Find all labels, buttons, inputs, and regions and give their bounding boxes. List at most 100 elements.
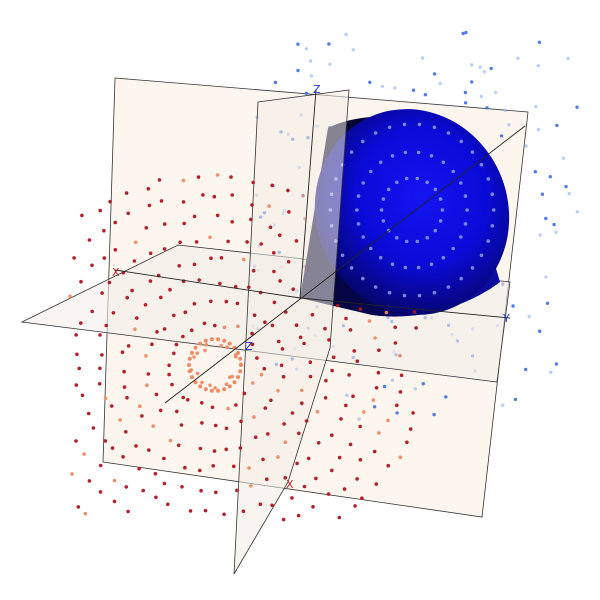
cone-ring-point	[459, 181, 463, 185]
cloud-point-red	[200, 380, 204, 385]
cone-ring-point	[395, 235, 399, 240]
cloud-point-red	[168, 438, 173, 443]
cone-ring-point	[440, 208, 445, 212]
cone-ring-point	[361, 181, 366, 185]
cloud-point-blue	[393, 86, 397, 90]
cloud-point-red	[263, 320, 267, 325]
cone-ring-point	[433, 228, 438, 233]
cloud-point-red	[245, 240, 249, 244]
cloud-point-red	[208, 235, 212, 240]
cloud-point-blue	[470, 80, 474, 84]
cloud-point-red	[143, 303, 148, 307]
cloud-point-red	[252, 415, 256, 419]
cone-ring-point	[429, 154, 434, 158]
cloud-point-red	[209, 256, 213, 261]
cloud-point-red	[308, 374, 313, 379]
cloud-point-red	[200, 401, 204, 405]
cloud-point-salmon	[203, 387, 208, 392]
cloud-point-red	[374, 386, 379, 390]
cloud-point-red	[287, 210, 291, 214]
cloud-point-salmon	[222, 338, 227, 343]
cloud-point-red	[87, 238, 92, 242]
cloud-point-red	[298, 335, 303, 340]
cloud-point-red	[258, 502, 263, 507]
cloud-point-red	[267, 204, 271, 208]
cloud-point-red	[234, 354, 238, 359]
cloud-point-blue	[564, 184, 568, 189]
cloud-point-red	[306, 456, 311, 461]
cloud-point-red	[208, 383, 212, 388]
cloud-point-blue	[544, 216, 548, 221]
cloud-point-red	[68, 294, 72, 299]
cloud-point-blue	[478, 65, 482, 69]
cloud-point-red	[98, 333, 102, 337]
cloud-point-red	[344, 316, 348, 321]
cloud-point-salmon	[236, 350, 240, 355]
cloud-point-red	[230, 220, 234, 224]
cloud-point-red	[100, 353, 104, 357]
cloud-point-red	[314, 476, 318, 481]
cone-ring-point	[390, 262, 395, 267]
cone-ring-point	[438, 197, 443, 201]
cloud-point-red	[154, 392, 159, 397]
cloud-point-blue	[423, 93, 428, 97]
cloud-point-blue	[513, 397, 518, 402]
cloud-point-red	[162, 481, 167, 486]
cloud-point-salmon	[216, 388, 221, 393]
cloud-point-red	[86, 411, 91, 416]
cloud-point-red	[272, 251, 276, 255]
cloud-point-red	[100, 291, 104, 295]
cloud-point-blue	[507, 123, 511, 127]
cloud-point-red	[155, 330, 159, 334]
cloud-point-red	[224, 299, 229, 304]
cloud-point-red	[408, 427, 413, 431]
cloud-point-red	[166, 502, 170, 507]
cloud-point-red	[215, 173, 220, 177]
cloud-point-red	[211, 464, 215, 468]
cloud-point-red	[210, 405, 215, 410]
cloud-point-red	[203, 348, 207, 353]
cloud-point-red	[82, 452, 86, 456]
cloud-point-red	[241, 509, 246, 513]
cloud-point-red	[304, 419, 309, 423]
cloud-point-blue	[421, 382, 425, 386]
cloud-point-blue	[328, 62, 332, 66]
cloud-point-blue	[411, 88, 416, 92]
cloud-point-salmon	[190, 350, 194, 355]
cloud-point-blue	[540, 192, 545, 196]
cloud-point-red	[360, 496, 364, 501]
cloud-point-red	[83, 511, 88, 516]
cloud-point-red	[202, 321, 207, 326]
cloud-point-blue	[308, 59, 313, 63]
cloud-point-red	[183, 465, 187, 470]
cloud-point-red	[212, 449, 217, 453]
cloud-point-red	[189, 328, 194, 333]
cloud-point-salmon	[239, 363, 243, 367]
cloud-point-red	[107, 280, 112, 285]
cloud-point-red	[124, 430, 128, 434]
cloud-point-blue	[304, 47, 309, 51]
cloud-point-red	[324, 378, 328, 383]
cone-ring-point	[490, 192, 495, 196]
cloud-point-red	[195, 371, 200, 376]
cloud-point-red	[250, 331, 254, 336]
cloud-point-red	[399, 373, 404, 378]
cloud-point-red	[154, 495, 158, 500]
cloud-point-red	[79, 321, 83, 325]
cloud-point-red	[74, 333, 78, 337]
cloud-point-red	[167, 363, 171, 368]
cloud-point-red	[294, 239, 299, 243]
z-axis-label: Z	[313, 83, 321, 96]
cloud-point-blue	[345, 393, 349, 397]
cloud-point-red	[177, 264, 181, 268]
cloud-point-blue	[432, 72, 437, 76]
cloud-point-red	[222, 325, 227, 330]
cloud-point-blue	[304, 91, 309, 96]
cloud-point-red	[302, 484, 307, 489]
cloud-point-red	[113, 220, 117, 225]
cloud-point-blue	[351, 48, 355, 52]
cloud-point-red	[162, 327, 167, 331]
cloud-point-blue	[296, 68, 300, 73]
